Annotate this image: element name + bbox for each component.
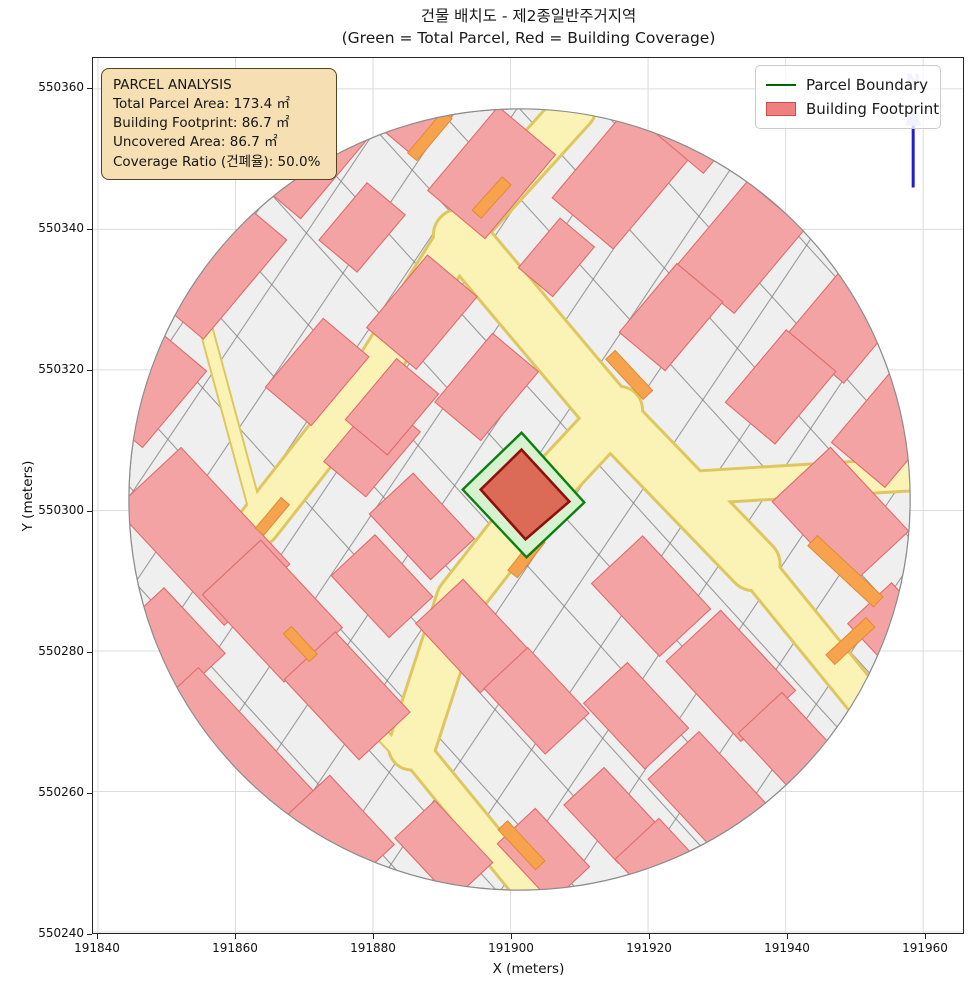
y-axis-label: Y (meters) [20, 460, 36, 532]
highlight-building-footprint [478, 447, 572, 542]
y-tick-mark [87, 370, 92, 372]
x-tick-mark [925, 934, 927, 939]
x-tick-mark [235, 934, 237, 939]
analysis-total-area: Total Parcel Area: 173.4 ㎡ [113, 96, 290, 113]
x-tick-mark [511, 934, 513, 939]
title-line-1: 건물 배치도 - 제2종일반주거지역 [420, 7, 637, 25]
buildings-layer [128, 108, 911, 891]
x-tick-mark [97, 934, 99, 939]
analysis-building-footprint: Building Footprint: 86.7 ㎡ [113, 115, 290, 132]
y-tick-label: 550280 [38, 644, 84, 658]
building-footprint-patch-swatch-icon [766, 102, 796, 116]
title-line-2: (Green = Total Parcel, Red = Building Co… [341, 28, 716, 47]
y-tick-mark [87, 229, 92, 231]
analysis-coverage-ratio: Coverage Ratio (건폐율): 50.0% [113, 153, 321, 170]
y-tick-label: 550240 [38, 926, 84, 940]
y-tick-mark [87, 934, 92, 936]
legend-item-building-footprint: Building Footprint [766, 97, 939, 121]
chart-title: 건물 배치도 - 제2종일반주거지역 (Green = Total Parcel… [92, 6, 965, 49]
legend: Parcel Boundary Building Footprint [755, 65, 941, 129]
legend-label: Parcel Boundary [806, 76, 929, 94]
x-tick-label: 191940 [764, 941, 810, 955]
x-tick-label: 191900 [488, 941, 534, 955]
legend-label: Building Footprint [806, 100, 940, 118]
y-tick-label: 550300 [38, 503, 84, 517]
y-tick-mark [87, 88, 92, 90]
x-axis-label: X (meters) [492, 961, 565, 977]
y-tick-label: 550260 [38, 785, 84, 799]
x-tick-label: 191920 [626, 941, 672, 955]
orange-parcels-layer [254, 110, 884, 871]
x-tick-mark [373, 934, 375, 939]
y-tick-label: 550340 [38, 221, 84, 235]
parcel-boundary-line-swatch-icon [766, 84, 796, 86]
y-tick-mark [87, 511, 92, 513]
x-tick-label: 191860 [212, 941, 258, 955]
y-tick-mark [87, 793, 92, 795]
y-tick-mark [87, 652, 92, 654]
x-tick-label: 191880 [350, 941, 396, 955]
plot-area: N Parcel Boundary Building Footprint PAR… [92, 57, 964, 934]
map-boundary-circle [128, 108, 911, 891]
y-tick-label: 550360 [38, 80, 84, 94]
parcel-analysis-box: PARCEL ANALYSIS Total Parcel Area: 173.4… [101, 68, 337, 180]
x-tick-label: 191960 [902, 941, 948, 955]
x-tick-label: 191840 [74, 941, 120, 955]
analysis-uncovered-area: Uncovered Area: 86.7 ㎡ [113, 134, 278, 151]
analysis-title: PARCEL ANALYSIS [113, 77, 232, 93]
y-tick-label: 550320 [38, 362, 84, 376]
map-canvas: N [93, 58, 963, 933]
legend-item-parcel-boundary: Parcel Boundary [766, 73, 930, 97]
x-tick-mark [649, 934, 651, 939]
x-tick-mark [787, 934, 789, 939]
